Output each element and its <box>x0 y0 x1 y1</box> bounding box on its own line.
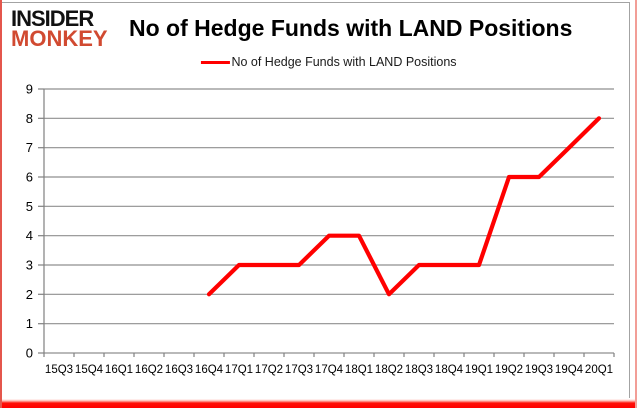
x-tick-label: 16Q4 <box>195 364 224 376</box>
y-tick-label: 7 <box>26 140 33 155</box>
chart-legend: No of Hedge Funds with LAND Positions <box>200 55 457 69</box>
logo-line-insider: INSIDER <box>11 6 94 31</box>
y-tick-label: 2 <box>26 287 33 302</box>
y-tick-label: 8 <box>26 111 33 126</box>
x-tick-label: 16Q1 <box>105 364 133 376</box>
x-tick-label: 19Q3 <box>525 364 553 376</box>
insider-monkey-logo: INSIDER MONKEY <box>11 6 108 52</box>
logo-line-monkey: MONKEY <box>11 26 108 52</box>
x-tick-label: 16Q3 <box>165 364 193 376</box>
x-tick-label: 17Q2 <box>255 364 283 376</box>
chart-title: No of Hedge Funds with LAND Positions <box>129 15 573 41</box>
x-tick-label: 15Q4 <box>75 364 104 376</box>
x-tick-label: 17Q4 <box>315 364 344 376</box>
x-tick-label: 18Q2 <box>375 364 403 376</box>
y-tick-label: 6 <box>26 170 33 185</box>
y-tick-label: 1 <box>26 316 33 331</box>
legend-line-marker <box>200 60 230 64</box>
x-tick-label: 19Q4 <box>555 364 584 376</box>
series-line <box>206 116 602 297</box>
x-tick-label: 16Q2 <box>135 364 163 376</box>
x-tick-label: 19Q1 <box>465 364 493 376</box>
x-tick-label: 18Q1 <box>345 364 373 376</box>
bottom-red-border <box>2 399 635 408</box>
y-tick-label: 9 <box>26 82 33 97</box>
y-tick-label: 4 <box>26 228 33 243</box>
chart-frame-border <box>2 2 630 398</box>
x-tick-label: 20Q1 <box>585 364 613 376</box>
x-tick-label: 18Q3 <box>405 364 433 376</box>
legend-label: No of Hedge Funds with LAND Positions <box>231 55 457 69</box>
x-tick-label: 17Q1 <box>225 364 253 376</box>
x-tick-label: 19Q2 <box>495 364 523 376</box>
y-tick-label: 0 <box>26 346 33 361</box>
x-tick-label: 17Q3 <box>285 364 313 376</box>
x-tick-label: 18Q4 <box>435 364 464 376</box>
x-tick-label: 15Q3 <box>45 364 73 376</box>
y-tick-label: 5 <box>26 199 33 214</box>
y-tick-label: 3 <box>26 258 33 273</box>
